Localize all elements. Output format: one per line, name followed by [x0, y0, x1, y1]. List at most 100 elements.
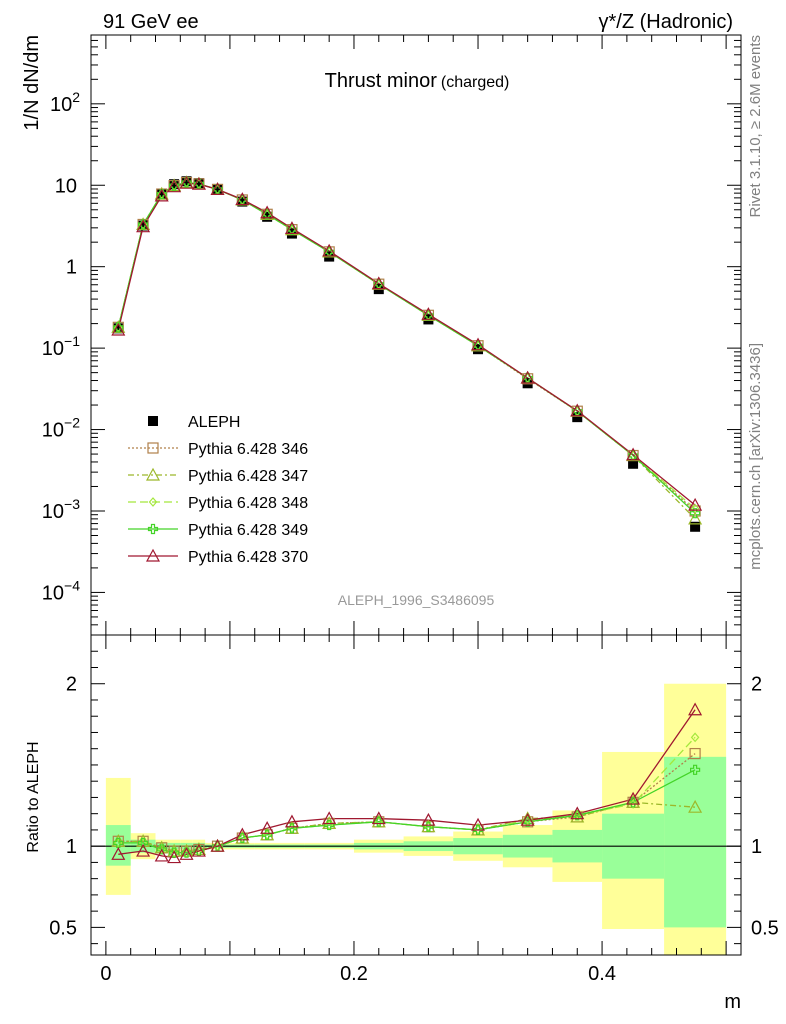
data-point-data — [237, 196, 248, 207]
legend-label-data: ALEPH — [188, 414, 240, 431]
data-point-p370 — [688, 497, 703, 511]
ratio-point-p348 — [628, 799, 638, 809]
y-tick-label: 1 — [66, 257, 77, 279]
legend-marker-data — [148, 416, 158, 426]
data-point-data — [156, 188, 167, 199]
data-point-data — [628, 458, 639, 469]
legend-marker-p346 — [147, 442, 159, 454]
series-line-p348 — [117, 181, 696, 510]
ratio-point-p370 — [688, 702, 703, 716]
data-point-p349 — [690, 508, 701, 519]
data-point-p370 — [191, 176, 206, 190]
data-point-data — [193, 178, 204, 189]
ratio-point-p370 — [136, 843, 151, 857]
main-panel: 10−4 10−3 10−2 10−1 1 10 102 Thrust minor (char… — [21, 34, 742, 636]
ratio-line-p347 — [118, 801, 696, 852]
y-tick-label: 10 — [55, 175, 77, 197]
main-title-suffix: (charged) — [441, 74, 509, 91]
data-point-data — [572, 412, 583, 423]
data-point-p370 — [111, 322, 126, 336]
side-label-bottom: mcplots.cern.ch [arXiv:1306.3436] — [747, 343, 764, 570]
ratio-point-p370 — [179, 847, 194, 860]
data-point-p370 — [520, 370, 535, 384]
data-point-p370 — [626, 447, 641, 461]
x-tick-label: 0 — [100, 963, 111, 985]
analysis-label: ALEPH_1996_S3486095 — [338, 592, 495, 608]
legend-marker-p347 — [145, 467, 161, 481]
ratio-y-tick-label: 0.5 — [49, 917, 77, 939]
ratio-point-p370 — [111, 847, 126, 860]
main-ylabel: 1/N dN/dm — [21, 35, 43, 131]
y-tick-label: 10−2 — [42, 415, 80, 442]
ratio-line-p349 — [118, 769, 696, 854]
data-point-data — [169, 179, 180, 190]
ratio-point-p370 — [570, 806, 585, 820]
data-point-p349 — [286, 224, 298, 235]
ratio-point-p370 — [154, 848, 169, 862]
header-right: γ*/Z (Hadronic) — [599, 11, 733, 33]
legend-label-p370: Pythia 6.428 370 — [188, 549, 308, 566]
ratio-point-p370 — [191, 843, 206, 857]
ratio-point-p370 — [210, 838, 225, 852]
legend-marker-p370 — [145, 548, 161, 562]
data-point-p370 — [167, 179, 182, 193]
data-point-data — [690, 521, 701, 532]
series-line-p346 — [117, 181, 696, 512]
series-line-p349 — [117, 181, 696, 514]
data-point-p370 — [421, 307, 436, 320]
ratio-ylabel: Ratio to ALEPH — [25, 741, 42, 852]
data-point-data — [181, 176, 192, 187]
data-point-p370 — [179, 175, 194, 189]
ratio-point-p370 — [167, 850, 182, 864]
main-title: Thrust minor (charged) — [325, 70, 510, 92]
ratio-y-tick-label-right: 2 — [751, 674, 762, 696]
data-point-p370 — [260, 205, 275, 219]
legend: ALEPH Pythia 6.428 346 Pythia 6.428 347 Pyt… — [128, 414, 308, 566]
x-tick-label: 0.2 — [340, 963, 368, 985]
header-left: 91 GeV ee — [103, 11, 199, 33]
ratio-point-p370 — [421, 812, 436, 826]
legend-label-p346: Pythia 6.428 346 — [188, 441, 308, 458]
ratio-point-p370 — [322, 811, 337, 825]
data-point-p370 — [471, 337, 486, 351]
ratio-point-p370 — [626, 791, 641, 805]
legend-marker-p348 — [148, 497, 158, 507]
ratio-y-tick-label: 1 — [66, 836, 77, 858]
data-point-p347 — [688, 511, 703, 525]
data-point-p348 — [690, 503, 700, 514]
ratio-point-p370 — [284, 814, 299, 828]
data-point-data — [138, 220, 149, 231]
data-point-data — [262, 211, 273, 222]
ratio-point-p348 — [690, 732, 700, 743]
data-point-p370 — [136, 219, 151, 233]
data-point-p370 — [235, 192, 250, 206]
data-point-p370 — [154, 188, 169, 202]
y-tick-label: 102 — [50, 89, 80, 116]
main-frame — [90, 34, 742, 636]
ratio-point-p370 — [235, 827, 250, 841]
y-tick-label: 10−4 — [42, 577, 80, 604]
data-point-data — [212, 184, 223, 195]
data-point-p370 — [570, 403, 585, 417]
ratio-point-p349 — [113, 837, 124, 849]
ratio-y-tick-label-right: 0.5 — [751, 917, 779, 939]
ratio-point-p349 — [522, 816, 533, 827]
ratio-point-p370 — [520, 812, 535, 826]
data-point-p370 — [210, 182, 225, 195]
ratio-xlabel: m — [724, 991, 741, 1013]
data-point-p370 — [322, 243, 337, 257]
legend-label-p347: Pythia 6.428 347 — [188, 468, 308, 485]
data-point-p370 — [371, 276, 386, 290]
ratio-point-p370 — [371, 811, 386, 825]
ratio-y-tick-label: 2 — [66, 674, 77, 696]
band-inner — [664, 756, 727, 928]
ratio-y-tick-label-right: 1 — [751, 836, 762, 858]
legend-marker-p349 — [147, 523, 159, 535]
ratio-point-p349 — [169, 847, 180, 858]
ratio-point-p346 — [689, 747, 701, 760]
y-tick-label: 10−1 — [42, 333, 80, 360]
ratio-frame — [90, 634, 742, 956]
y-tick-label: 10−3 — [42, 496, 80, 523]
ratio-point-p349 — [572, 810, 583, 821]
